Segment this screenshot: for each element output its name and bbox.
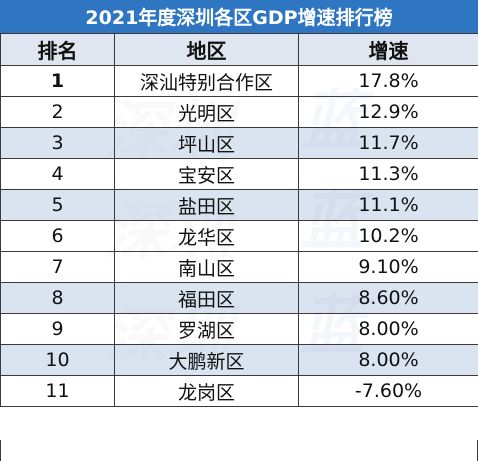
table-footer-strip <box>0 440 478 461</box>
ranking-table: 排名 地区 增速 1 深汕特别合作区 17.8% 2 光明区 12.9% 3 坪… <box>0 33 478 407</box>
growth-cell: 12.9% <box>298 96 478 128</box>
district-cell: 坪山区 <box>114 127 299 159</box>
table-row: 6 龙华区 10.2% <box>0 220 478 252</box>
rank-cell: 4 <box>0 158 115 190</box>
table-row: 11 龙岗区 -7.60% <box>0 375 478 407</box>
district-cell: 大鹏新区 <box>114 344 299 376</box>
growth-cell: 11.7% <box>298 127 478 159</box>
table-title: 2021年度深圳各区GDP增速排行榜 <box>0 0 478 33</box>
rank-cell: 10 <box>0 344 115 376</box>
table-row: 10 大鹏新区 8.00% <box>0 344 478 376</box>
table-header-row: 排名 地区 增速 <box>0 33 478 66</box>
table-row: 2 光明区 12.9% <box>0 96 478 128</box>
rank-cell: 5 <box>0 189 115 221</box>
district-cell: 盐田区 <box>114 189 299 221</box>
rank-cell: 2 <box>0 96 115 128</box>
district-cell: 福田区 <box>114 282 299 314</box>
district-cell: 龙华区 <box>114 220 299 252</box>
district-cell: 宝安区 <box>114 158 299 190</box>
growth-cell: 17.8% <box>298 65 478 97</box>
rank-cell: 11 <box>0 375 115 407</box>
rank-cell: 6 <box>0 220 115 252</box>
table-row: 8 福田区 8.60% <box>0 282 478 314</box>
rank-cell: 7 <box>0 251 115 283</box>
growth-cell: 11.3% <box>298 158 478 190</box>
district-cell: 罗湖区 <box>114 313 299 345</box>
district-cell: 龙岗区 <box>114 375 299 407</box>
growth-cell: 8.00% <box>298 344 478 376</box>
district-cell: 光明区 <box>114 96 299 128</box>
column-header-rank: 排名 <box>0 33 115 66</box>
growth-cell: 10.2% <box>298 220 478 252</box>
table-row: 1 深汕特别合作区 17.8% <box>0 65 478 97</box>
table-row: 4 宝安区 11.3% <box>0 158 478 190</box>
rank-cell: 9 <box>0 313 115 345</box>
growth-cell: -7.60% <box>298 375 478 407</box>
growth-cell: 11.1% <box>298 189 478 221</box>
growth-cell: 8.00% <box>298 313 478 345</box>
rank-cell: 1 <box>0 65 115 97</box>
column-header-growth: 增速 <box>298 33 478 66</box>
table-row: 7 南山区 9.10% <box>0 251 478 283</box>
rank-cell: 8 <box>0 282 115 314</box>
rank-cell: 3 <box>0 127 115 159</box>
table-row: 5 盐田区 11.1% <box>0 189 478 221</box>
table-row: 3 坪山区 11.7% <box>0 127 478 159</box>
growth-cell: 8.60% <box>298 282 478 314</box>
table-row: 9 罗湖区 8.00% <box>0 313 478 345</box>
column-header-district: 地区 <box>114 33 299 66</box>
growth-cell: 9.10% <box>298 251 478 283</box>
district-cell: 深汕特别合作区 <box>114 65 299 97</box>
district-cell: 南山区 <box>114 251 299 283</box>
